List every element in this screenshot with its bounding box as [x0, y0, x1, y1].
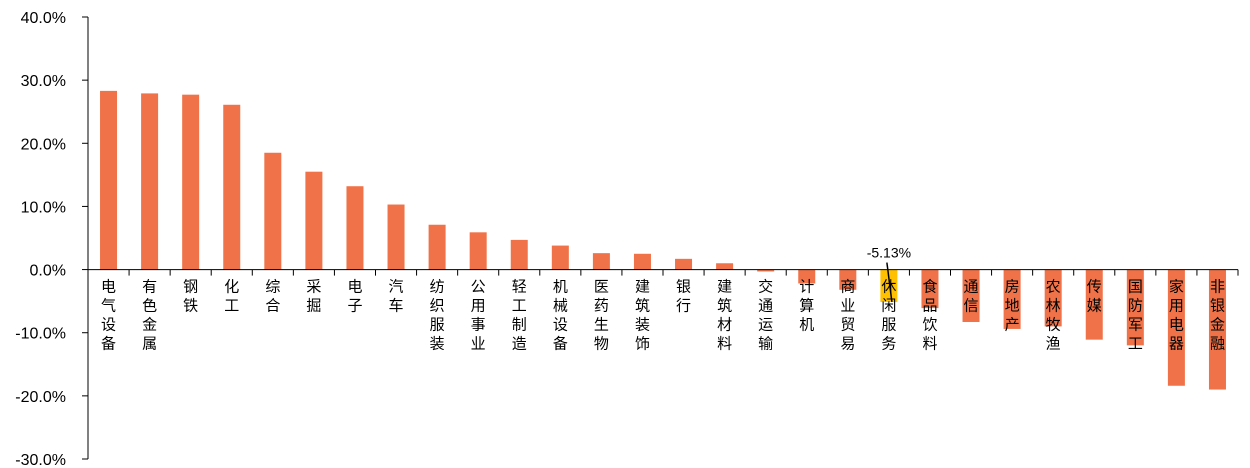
- y-tick-label: 40.0%: [21, 10, 66, 27]
- category-label: 综合: [265, 278, 280, 315]
- category-label: 通信: [964, 278, 979, 315]
- y-tick-label: 30.0%: [21, 73, 66, 90]
- category-label: 电气设备: [101, 278, 116, 353]
- bar-18: [798, 269, 816, 284]
- category-label: 电子: [347, 278, 362, 315]
- bar-13: [592, 253, 610, 270]
- bar-5: [264, 152, 282, 270]
- y-tick-label: 20.0%: [21, 136, 66, 153]
- y-tick-label: 10.0%: [21, 199, 66, 216]
- category-label: 有色金属: [142, 278, 157, 353]
- bar-2: [141, 93, 159, 270]
- category-label: 国防军工: [1128, 278, 1143, 353]
- bar-25: [1085, 269, 1103, 340]
- category-label: 休闲服务: [881, 278, 896, 353]
- category-label: 家用电器: [1169, 278, 1184, 353]
- bar-24: [1044, 269, 1062, 327]
- category-label: 化工: [224, 278, 239, 315]
- bar-14: [633, 253, 651, 270]
- annotations-group: -5.13%: [867, 245, 911, 303]
- category-label: 商业贸易: [840, 278, 855, 353]
- category-label: 建筑装饰: [635, 278, 650, 353]
- y-tick-label: -30.0%: [15, 452, 66, 468]
- bar-12: [551, 245, 569, 270]
- y-axis: 40.0% 30.0% 20.0% 10.0% 0.0% -10.0% -20.0% -30.…: [15, 10, 89, 468]
- category-label: 汽车: [389, 278, 404, 315]
- category-label: 食品饮料: [922, 278, 937, 353]
- bar-8: [387, 204, 405, 270]
- category-label: 建筑材料: [717, 278, 732, 353]
- category-label: 银行: [676, 278, 691, 315]
- category-label: 纺织服装: [430, 278, 445, 353]
- bars-group: [100, 90, 1226, 390]
- category-label: 计算机: [799, 278, 814, 334]
- bar-20: [880, 269, 898, 302]
- bar-28: [1208, 269, 1226, 390]
- category-label: 传媒: [1087, 278, 1102, 315]
- category-label: 采掘: [306, 278, 321, 315]
- category-label: 轻工制造: [512, 278, 527, 353]
- bar-27: [1167, 269, 1185, 386]
- bar-9: [428, 224, 446, 270]
- bar-16: [716, 263, 734, 270]
- annotation-leader-line: [886, 262, 893, 303]
- category-label: 房地产: [1005, 278, 1020, 334]
- bar-15: [675, 258, 693, 270]
- category-label: 非银金融: [1210, 278, 1225, 353]
- bar-19: [839, 269, 857, 290]
- bar-22: [962, 269, 980, 322]
- bar-3: [182, 94, 200, 270]
- bar-21: [921, 269, 939, 309]
- bar-26: [1126, 269, 1144, 346]
- bar-6: [305, 171, 323, 270]
- bar-17: [757, 269, 775, 272]
- category-label: 钢铁: [183, 278, 198, 315]
- x-axis: [88, 269, 1239, 276]
- bar-23: [1003, 269, 1021, 329]
- bar-1: [100, 90, 118, 270]
- category-label: 机械设备: [553, 278, 568, 353]
- category-label: 公用事业: [471, 278, 486, 353]
- category-label: 交通运输: [758, 278, 773, 353]
- y-tick-label: -20.0%: [15, 389, 66, 406]
- data-label: -5.13%: [867, 245, 911, 261]
- y-tick-label: 0.0%: [30, 263, 66, 280]
- bar-4: [223, 104, 241, 270]
- category-label: 医药生物: [594, 278, 609, 353]
- category-label: 农林牧渔: [1046, 278, 1061, 353]
- bar-10: [469, 232, 487, 270]
- y-tick-label: -10.0%: [15, 326, 66, 343]
- bar-7: [346, 186, 364, 270]
- bar-11: [510, 239, 528, 270]
